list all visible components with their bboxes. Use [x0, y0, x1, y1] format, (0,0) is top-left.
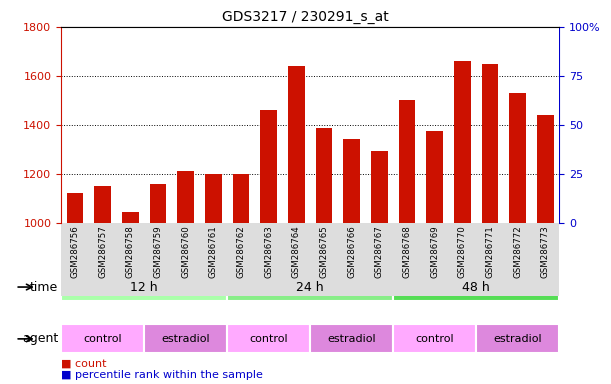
- Bar: [371, 151, 387, 223]
- Bar: [150, 184, 166, 223]
- Bar: [426, 131, 443, 223]
- Bar: [343, 139, 360, 223]
- Text: control: control: [415, 334, 454, 344]
- Text: ■ percentile rank within the sample: ■ percentile rank within the sample: [61, 370, 263, 380]
- Point: [430, 63, 439, 69]
- Bar: [481, 64, 498, 223]
- Text: agent: agent: [22, 333, 58, 345]
- Text: ■ count: ■ count: [61, 359, 106, 369]
- Text: GDS3217 / 230291_s_at: GDS3217 / 230291_s_at: [222, 10, 389, 23]
- Point: [98, 67, 108, 73]
- Bar: [177, 171, 194, 223]
- Point: [70, 67, 80, 73]
- Bar: [316, 129, 332, 223]
- Text: 48 h: 48 h: [462, 281, 490, 293]
- Text: 24 h: 24 h: [296, 281, 324, 293]
- Bar: [398, 100, 415, 223]
- Text: estradiol: estradiol: [327, 334, 376, 344]
- Bar: [94, 186, 111, 223]
- Point: [402, 63, 412, 69]
- Point: [458, 61, 467, 67]
- Point: [346, 63, 356, 69]
- Text: estradiol: estradiol: [493, 334, 542, 344]
- Point: [125, 69, 135, 75]
- Text: time: time: [30, 281, 58, 293]
- Bar: [122, 212, 139, 223]
- Point: [513, 63, 522, 69]
- Bar: [67, 194, 83, 223]
- Bar: [510, 93, 526, 223]
- Point: [153, 67, 163, 73]
- Point: [208, 65, 218, 71]
- Bar: [537, 115, 554, 223]
- Bar: [260, 110, 277, 223]
- Text: 12 h: 12 h: [130, 281, 158, 293]
- Bar: [288, 66, 304, 223]
- Point: [485, 61, 495, 67]
- Point: [540, 63, 550, 69]
- Bar: [454, 61, 470, 223]
- Point: [319, 63, 329, 69]
- Point: [181, 65, 191, 71]
- Point: [291, 59, 301, 65]
- Text: estradiol: estradiol: [161, 334, 210, 344]
- Point: [236, 63, 246, 69]
- Text: control: control: [83, 334, 122, 344]
- Bar: [233, 174, 249, 223]
- Bar: [205, 174, 222, 223]
- Point: [264, 61, 274, 67]
- Point: [375, 65, 384, 71]
- Text: control: control: [249, 334, 288, 344]
